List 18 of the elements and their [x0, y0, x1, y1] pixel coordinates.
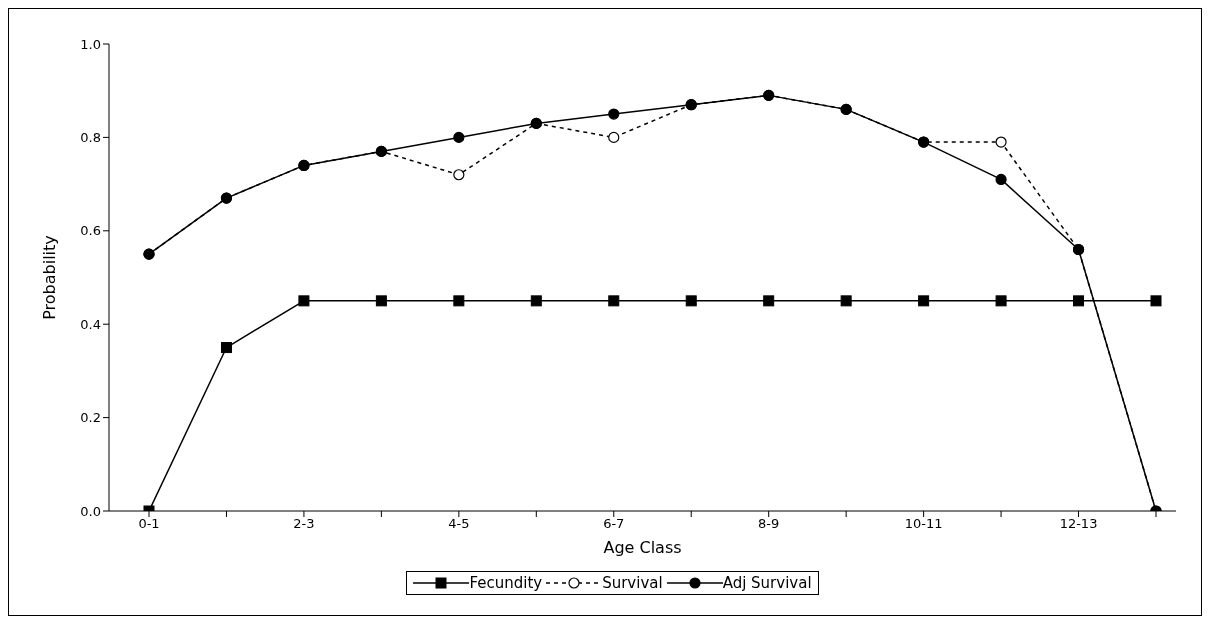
y-tick-label: 1.0	[80, 36, 101, 52]
x-axis-title: Age Class	[603, 538, 682, 557]
x-tick-label: 6-7	[603, 516, 625, 532]
legend-label: Fecundity	[469, 574, 543, 592]
x-tick-label: 4-5	[448, 516, 470, 532]
x-tick-label: 0-1	[138, 516, 160, 532]
legend-label: Survival	[602, 574, 663, 592]
x-tick-label: 8-9	[758, 516, 780, 532]
y-tick-label: 0.4	[80, 316, 101, 332]
y-tick-label: 0.6	[80, 223, 101, 239]
legend-label: Adj Survival	[722, 574, 812, 592]
y-axis-title: Probability	[39, 235, 59, 320]
y-tick-label: 0.2	[80, 410, 101, 426]
x-tick-label: 2-3	[293, 516, 315, 532]
x-tick-label: 12-13	[1059, 516, 1098, 532]
y-tick-label: 0.0	[80, 503, 101, 519]
x-tick-label: 10-11	[904, 516, 943, 532]
y-tick-label: 0.8	[80, 130, 101, 146]
